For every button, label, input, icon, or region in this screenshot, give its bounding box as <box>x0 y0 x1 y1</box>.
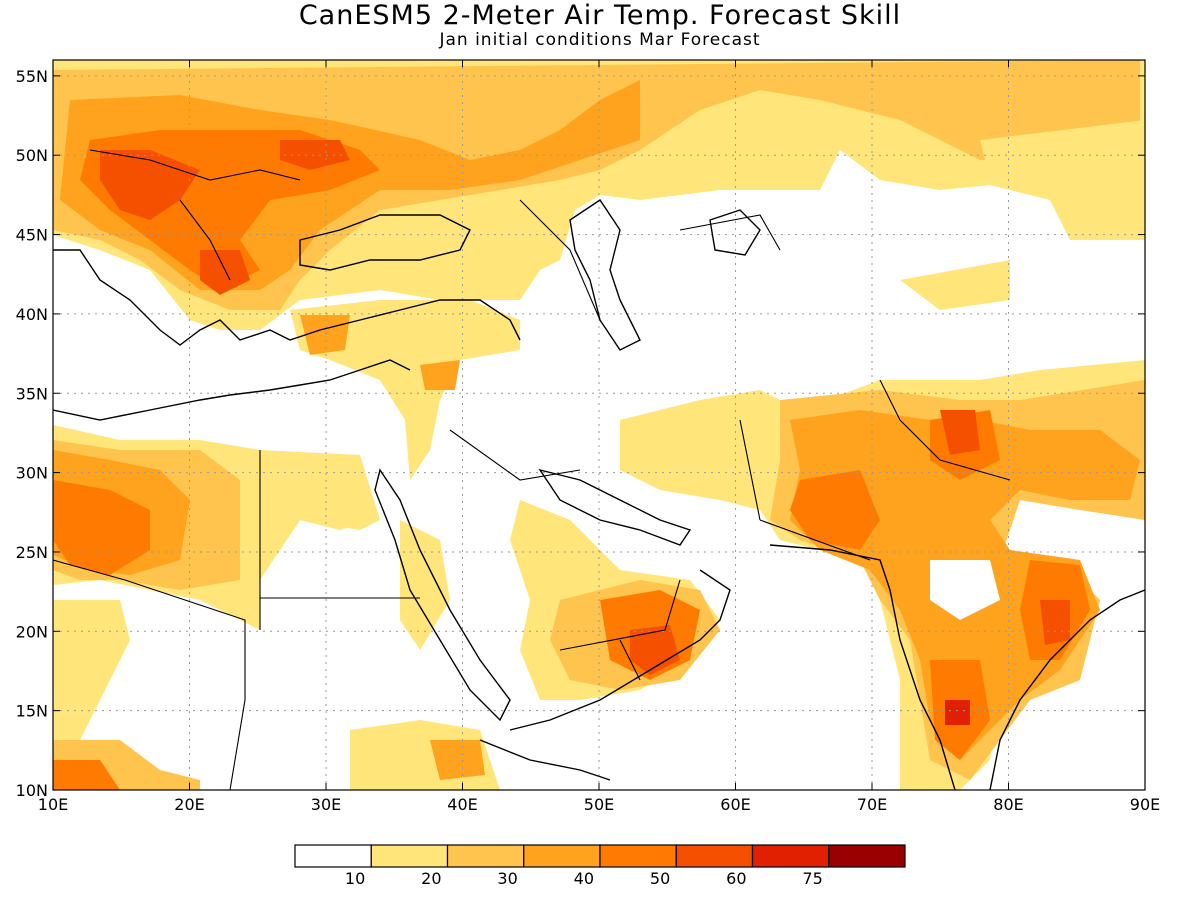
skill-region-kazakh-patch <box>900 260 1010 310</box>
y-axis: 10N 15N 20N 25N 30N 35N 40N 45N 50N 55N <box>16 67 1145 800</box>
x-tick-label: 10E <box>38 795 68 814</box>
map-title: CanESM5 2-Meter Air Temp. Forecast Skill <box>298 0 902 31</box>
y-tick-label: 30N <box>16 464 48 483</box>
x-axis: 10E 20E 30E 40E 50E 60E 70E 80E 90E <box>38 60 1160 814</box>
skill-region-india-50b <box>1040 600 1070 645</box>
colorbar-label: 40 <box>574 869 594 888</box>
x-tick-label: 30E <box>311 795 341 814</box>
x-tick-label: 80E <box>993 795 1023 814</box>
colorbar-swatch <box>446 844 525 868</box>
skill-region-west-africa <box>53 600 130 740</box>
skill-region-egypt <box>280 460 370 530</box>
x-tick-label: 20E <box>174 795 204 814</box>
x-tick-label: 50E <box>584 795 614 814</box>
colorbar-swatch <box>751 844 830 868</box>
colorbar-label: 60 <box>726 869 746 888</box>
colorbar-label: 10 <box>345 869 365 888</box>
x-tick-label: 90E <box>1130 795 1160 814</box>
skill-region-india-white <box>930 560 1000 620</box>
colorbar-swatch <box>294 844 372 868</box>
y-tick-label: 25N <box>16 543 48 562</box>
skill-region-ethiopia-30 <box>430 740 485 780</box>
colorbar-swatch <box>828 844 906 868</box>
skill-region-sahel-40 <box>53 760 120 790</box>
y-tick-label: 45N <box>16 226 48 245</box>
colorbar-swatch <box>370 844 449 868</box>
colorbar-label: 30 <box>497 869 517 888</box>
y-tick-label: 10N <box>16 781 48 800</box>
colorbar-swatch <box>599 844 677 868</box>
skill-region-balkans-50 <box>200 250 250 295</box>
skill-region-levant-30 <box>420 360 460 390</box>
skill-region-sahara-40 <box>53 480 150 575</box>
x-tick-label: 70E <box>857 795 887 814</box>
y-tick-label: 40N <box>16 305 48 324</box>
map-subtitle: Jan initial conditions Mar Forecast <box>439 30 761 50</box>
x-tick-label: 40E <box>447 795 477 814</box>
y-tick-label: 50N <box>16 146 48 165</box>
skill-shading <box>53 60 1145 790</box>
skill-region-anatolia <box>290 300 520 480</box>
skill-region-arabia-50 <box>630 625 680 675</box>
country-borders <box>53 149 1011 790</box>
y-tick-label: 35N <box>16 384 48 403</box>
x-tick-label: 60E <box>720 795 750 814</box>
colorbar-label: 50 <box>650 869 670 888</box>
y-tick-label: 15N <box>16 702 48 721</box>
y-tick-label: 20N <box>16 622 48 641</box>
skill-region-red-sea <box>400 520 450 650</box>
skill-region-mongolia <box>980 120 1145 240</box>
skill-region-india-50 <box>940 410 980 455</box>
skill-region-india-60 <box>945 700 970 725</box>
skill-region-europe-50b <box>280 140 350 170</box>
colorbar-label: 75 <box>802 869 822 888</box>
colorbar: 10 20 30 40 50 60 75 <box>294 844 906 888</box>
colorbar-swatch <box>523 844 601 868</box>
colorbar-swatch <box>675 844 754 868</box>
colorbar-label: 20 <box>421 869 441 888</box>
skill-region-europe-50 <box>100 150 200 220</box>
coastlines <box>53 199 1145 790</box>
y-tick-label: 55N <box>16 67 48 86</box>
skill-region-india-40 <box>790 470 880 550</box>
